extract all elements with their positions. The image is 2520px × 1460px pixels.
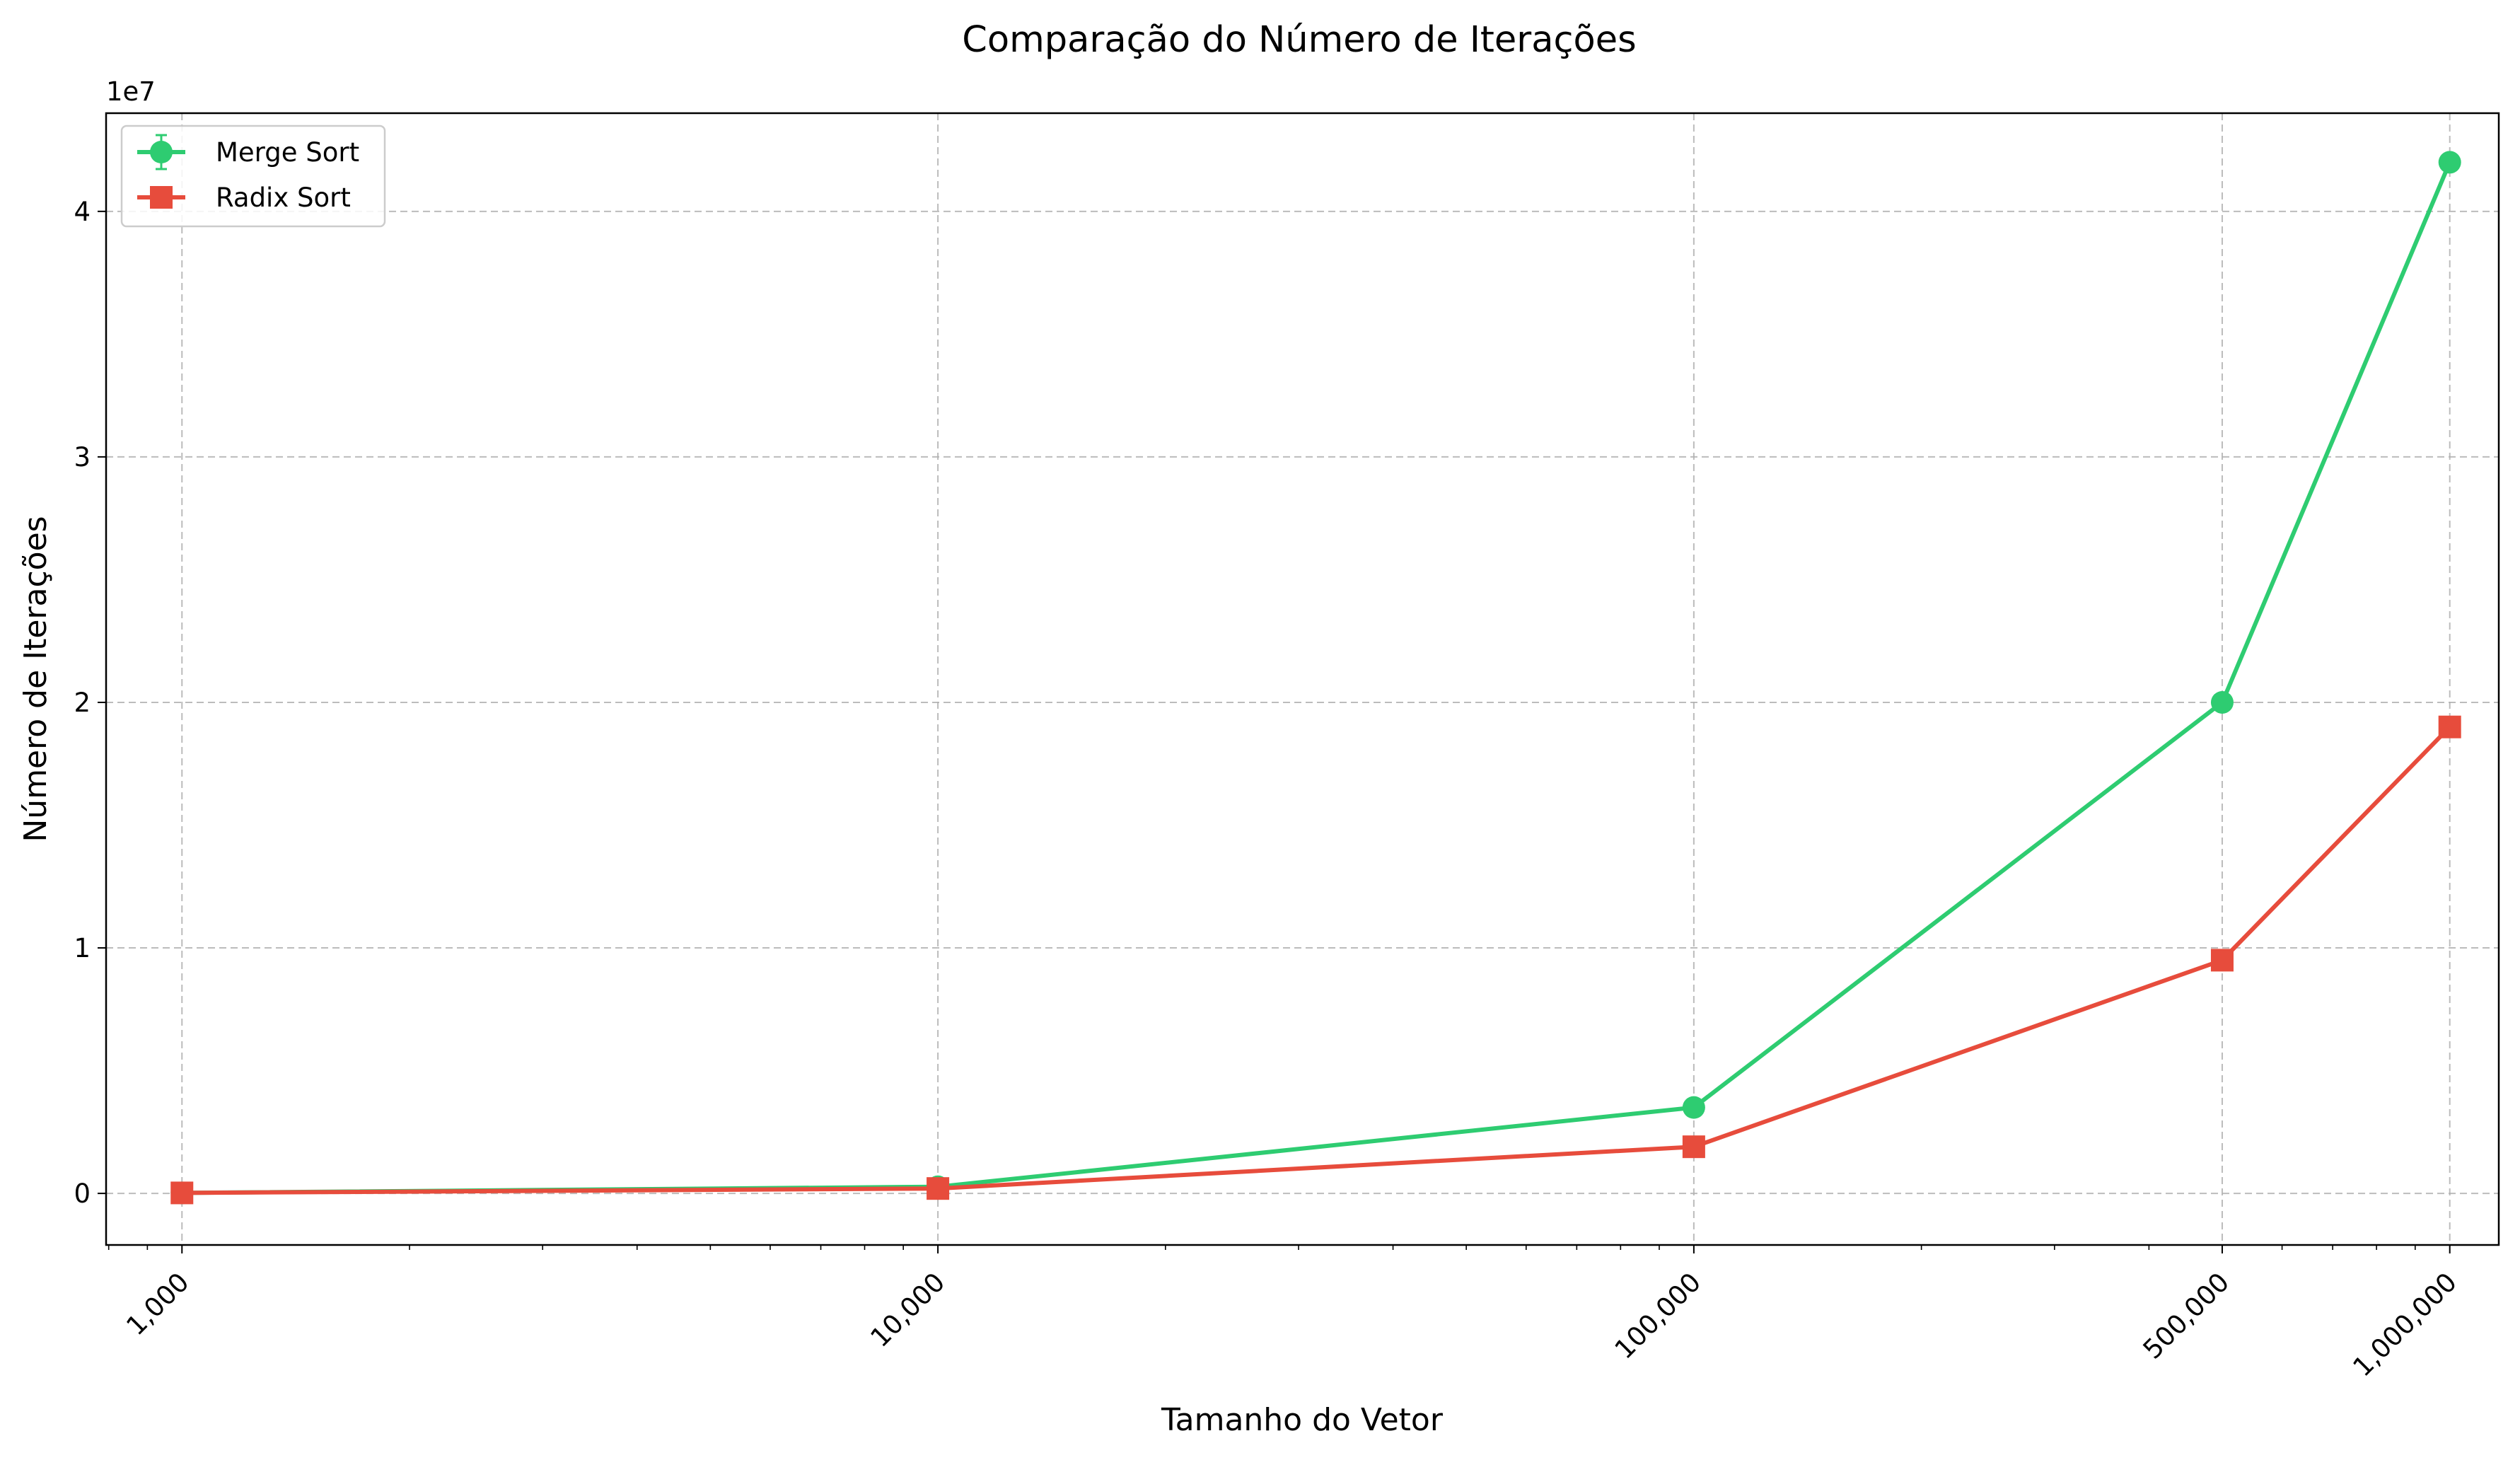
y-offset-label: 1e7 [106, 76, 156, 107]
legend: Merge Sort Radix Sort [120, 124, 386, 228]
plot-frame [105, 112, 2500, 1246]
grid [106, 113, 2499, 1245]
chart-title: Comparação do Número de Iterações [962, 19, 1636, 61]
y-tick-label: 0 [74, 1178, 91, 1209]
series-radix-sort [170, 715, 2461, 1205]
data-point [927, 1177, 950, 1200]
y-tick-label: 1 [74, 933, 91, 963]
legend-item-merge-sort: Merge Sort [137, 134, 359, 170]
y-tick-label: 2 [74, 688, 91, 718]
legend-marker [150, 186, 173, 209]
legend-label: Radix Sort [216, 182, 351, 213]
data-point [2438, 151, 2461, 174]
series-layer [170, 151, 2461, 1205]
data-point [1682, 1096, 1705, 1119]
legend-box [120, 124, 386, 228]
data-point [170, 1181, 194, 1205]
y-tick-label: 4 [74, 197, 91, 227]
legend-item-radix-sort: Radix Sort [137, 182, 351, 213]
data-point [2210, 690, 2234, 714]
legend-marker [150, 141, 173, 163]
y-tick-label: 3 [74, 442, 91, 473]
data-point [2210, 949, 2234, 972]
x-axis-label: Tamanho do Vetor [1161, 1402, 1444, 1438]
y-axis-label: Número de Iterações [18, 516, 54, 842]
y-axis: 0 1 2 3 4 [74, 197, 106, 1209]
data-point [2438, 715, 2461, 738]
data-point [1682, 1135, 1705, 1159]
legend-label: Merge Sort [216, 137, 359, 168]
